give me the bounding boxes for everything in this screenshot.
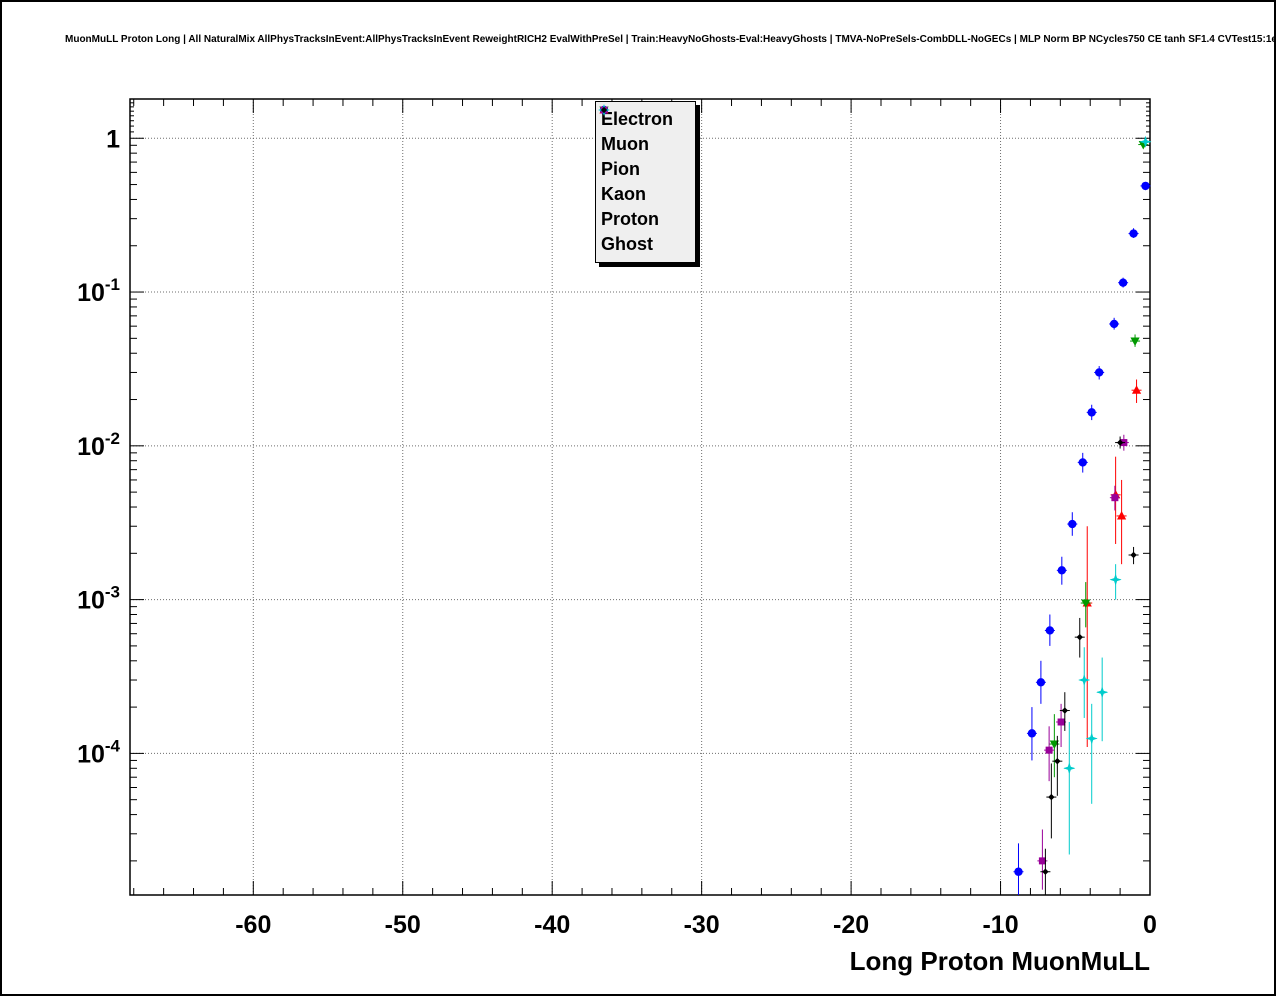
data-point-marker xyxy=(1130,551,1137,559)
legend-label: Ghost xyxy=(601,234,653,254)
ghost-marker-icon xyxy=(600,106,608,114)
data-point-marker xyxy=(1027,729,1037,738)
data-point-marker xyxy=(1130,337,1140,347)
data-point-marker xyxy=(1078,458,1087,467)
series-muon xyxy=(1013,181,1151,895)
data-point-marker xyxy=(1057,566,1067,575)
data-point-marker xyxy=(1068,519,1077,529)
data-point-marker xyxy=(1042,868,1049,875)
y-tick-label: 10-4 xyxy=(77,736,120,768)
legend-label: Proton xyxy=(601,209,659,229)
data-point-marker xyxy=(1054,757,1061,765)
plot-frame xyxy=(129,98,1151,896)
data-point-marker xyxy=(600,106,608,114)
data-point-marker xyxy=(1048,793,1055,801)
y-tick-label: 1 xyxy=(106,125,120,153)
x-tick-label: -40 xyxy=(534,911,570,939)
legend-label: Kaon xyxy=(601,184,646,204)
data-point-marker xyxy=(1109,573,1122,586)
data-point-marker xyxy=(1076,633,1083,641)
x-tick-label: -60 xyxy=(235,911,271,939)
series-proton xyxy=(1063,135,1152,855)
data-point-marker xyxy=(1045,626,1055,635)
x-tick-label: -50 xyxy=(385,911,421,939)
x-tick-label: -20 xyxy=(833,911,869,939)
data-point-marker xyxy=(1081,599,1091,609)
series-ghost xyxy=(1040,436,1139,895)
data-point-marker xyxy=(1141,181,1150,191)
legend-item-muon: Muon xyxy=(599,105,691,157)
data-point-marker xyxy=(1063,762,1076,775)
data-point-marker xyxy=(1014,867,1023,876)
data-point-marker xyxy=(1111,494,1119,502)
data-point-marker xyxy=(1139,135,1152,148)
data-point-marker xyxy=(1094,368,1104,377)
data-point-marker xyxy=(1036,678,1046,687)
series-electron xyxy=(1082,379,1142,748)
data-point-marker xyxy=(1131,385,1142,394)
plot-title: MuonMuLL Proton Long | All NaturalMix Al… xyxy=(65,34,1276,45)
y-tick-label: 10-1 xyxy=(77,275,120,307)
legend-item-electron: Electron xyxy=(599,105,691,132)
legend-label: Muon xyxy=(601,134,649,154)
legend-item-proton: Proton xyxy=(598,104,691,232)
data-point-marker xyxy=(1038,857,1046,865)
data-point-marker xyxy=(1117,510,1127,520)
data-point-marker xyxy=(1061,707,1069,714)
legend-item-ghost: Ghost xyxy=(600,106,691,257)
data-point-marker xyxy=(1118,278,1128,287)
legend-item-kaon: Kaon xyxy=(600,106,691,207)
data-point-marker xyxy=(1049,740,1059,750)
data-point-marker xyxy=(1057,718,1065,726)
data-point-marker xyxy=(1116,439,1124,446)
x-tick-label: 0 xyxy=(1143,911,1157,939)
axis-ticks xyxy=(130,99,1151,895)
legend-item-pion: Pion xyxy=(599,106,691,182)
data-point-marker xyxy=(1087,408,1096,417)
y-tick-label: 10-2 xyxy=(77,429,120,461)
x-tick-label: -10 xyxy=(982,911,1018,939)
legend-label: Pion xyxy=(601,159,640,179)
data-point-marker xyxy=(1085,732,1098,745)
data-point-marker xyxy=(1109,319,1119,329)
x-tick-label: -30 xyxy=(684,911,720,939)
series-pion xyxy=(1049,141,1149,778)
legend: Electron Muon Pion Kaon Proton Ghost xyxy=(595,101,696,263)
data-point-marker xyxy=(1078,674,1091,686)
y-tick-label: 10-3 xyxy=(77,583,120,615)
data-point-marker xyxy=(1045,746,1053,754)
data-point-marker xyxy=(1129,229,1138,238)
data-point-marker xyxy=(1096,686,1109,699)
legend-label: Electron xyxy=(601,109,674,129)
x-axis-title: Long Proton MuonMuLL xyxy=(850,946,1150,976)
